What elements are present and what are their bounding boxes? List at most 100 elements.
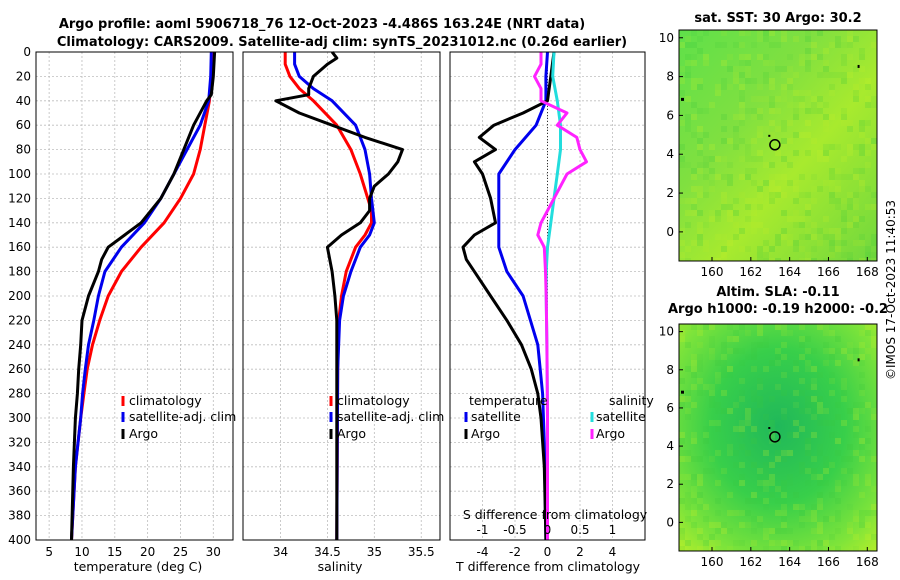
- sla-map-title: Altim. SLA: -0.11: [716, 285, 839, 300]
- map-pixel: [679, 324, 685, 330]
- map-pixel: [721, 354, 727, 360]
- map-pixel: [703, 384, 709, 390]
- map-pixel: [685, 390, 691, 396]
- map-pixel: [697, 546, 703, 551]
- map-pixel: [811, 102, 817, 108]
- map-pixel: [865, 522, 871, 528]
- map-pixel: [799, 216, 805, 222]
- map-pixel: [853, 408, 859, 414]
- map-pixel: [811, 546, 817, 551]
- y-tick-label: 120: [8, 191, 31, 205]
- map-pixel: [769, 420, 775, 426]
- map-pixel: [769, 198, 775, 204]
- map-pixel: [823, 180, 829, 186]
- map-pixel: [709, 390, 715, 396]
- map-pixel: [853, 360, 859, 366]
- map-pixel: [847, 408, 853, 414]
- map-pixel: [739, 174, 745, 180]
- map-pixel: [769, 60, 775, 66]
- x-tick-label: 34: [273, 545, 288, 559]
- map-pixel: [685, 222, 691, 228]
- x-tick-label: 15: [107, 545, 122, 559]
- map-pixel: [853, 534, 859, 540]
- map-pixel: [679, 438, 685, 444]
- map-pixel: [685, 258, 691, 261]
- map-pixel: [793, 216, 799, 222]
- map-pixel: [775, 126, 781, 132]
- map-pixel: [697, 192, 703, 198]
- map-pixel: [823, 102, 829, 108]
- map-pixel: [721, 156, 727, 162]
- map-pixel: [835, 246, 841, 252]
- map-pixel: [835, 498, 841, 504]
- map-pixel: [847, 252, 853, 258]
- map-pixel: [757, 516, 763, 522]
- map-pixel: [751, 222, 757, 228]
- map-pixel: [769, 120, 775, 126]
- map-pixel: [871, 192, 877, 198]
- map-pixel: [775, 240, 781, 246]
- map-pixel: [787, 528, 793, 534]
- map-pixel: [847, 150, 853, 156]
- map-pixel: [763, 180, 769, 186]
- map-pixel: [811, 414, 817, 420]
- coastline-speck: [768, 134, 771, 137]
- legend-argo-label: Argo: [129, 426, 158, 441]
- map-pixel: [715, 84, 721, 90]
- map-pixel: [763, 36, 769, 42]
- map-pixel: [787, 78, 793, 84]
- map-pixel: [859, 372, 865, 378]
- map-pixel: [763, 480, 769, 486]
- map-pixel: [709, 540, 715, 546]
- map-pixel: [811, 234, 817, 240]
- map-pixel: [757, 198, 763, 204]
- coastline-speck: [857, 64, 860, 68]
- map-pixel: [769, 102, 775, 108]
- map-pixel: [811, 246, 817, 252]
- map-pixel: [871, 342, 877, 348]
- map-pixel: [739, 420, 745, 426]
- map-pixel: [811, 396, 817, 402]
- map-pixel: [841, 390, 847, 396]
- map-pixel: [793, 150, 799, 156]
- map-pixel: [805, 150, 811, 156]
- map-pixel: [865, 426, 871, 432]
- map-pixel: [865, 96, 871, 102]
- map-pixel: [697, 378, 703, 384]
- map-pixel: [685, 414, 691, 420]
- map-pixel: [685, 210, 691, 216]
- map-pixel: [799, 246, 805, 252]
- series-line-argo: [70, 51, 217, 541]
- map-pixel: [871, 354, 877, 360]
- map-pixel: [805, 336, 811, 342]
- map-pixel: [781, 516, 787, 522]
- map-pixel: [799, 324, 805, 330]
- map-pixel: [823, 456, 829, 462]
- map-pixel: [871, 510, 877, 516]
- y-tick-label: 80: [16, 143, 31, 157]
- map-pixel: [739, 360, 745, 366]
- map-pixel: [835, 438, 841, 444]
- map-pixel: [709, 396, 715, 402]
- map-pixel: [727, 180, 733, 186]
- map-pixel: [859, 456, 865, 462]
- map-pixel: [733, 348, 739, 354]
- map-pixel: [739, 156, 745, 162]
- map-pixel: [829, 228, 835, 234]
- map-pixel: [745, 168, 751, 174]
- map-pixel: [763, 258, 769, 261]
- map-pixel: [859, 438, 865, 444]
- map-pixel: [847, 468, 853, 474]
- map-pixel: [697, 360, 703, 366]
- map-pixel: [679, 240, 685, 246]
- map-pixel: [769, 492, 775, 498]
- map-pixel: [805, 468, 811, 474]
- map-pixel: [823, 144, 829, 150]
- map-pixel: [859, 66, 865, 72]
- map-pixel: [805, 132, 811, 138]
- map-pixel: [763, 240, 769, 246]
- map-pixel: [829, 546, 835, 551]
- map-pixel: [823, 126, 829, 132]
- map-pixel: [685, 516, 691, 522]
